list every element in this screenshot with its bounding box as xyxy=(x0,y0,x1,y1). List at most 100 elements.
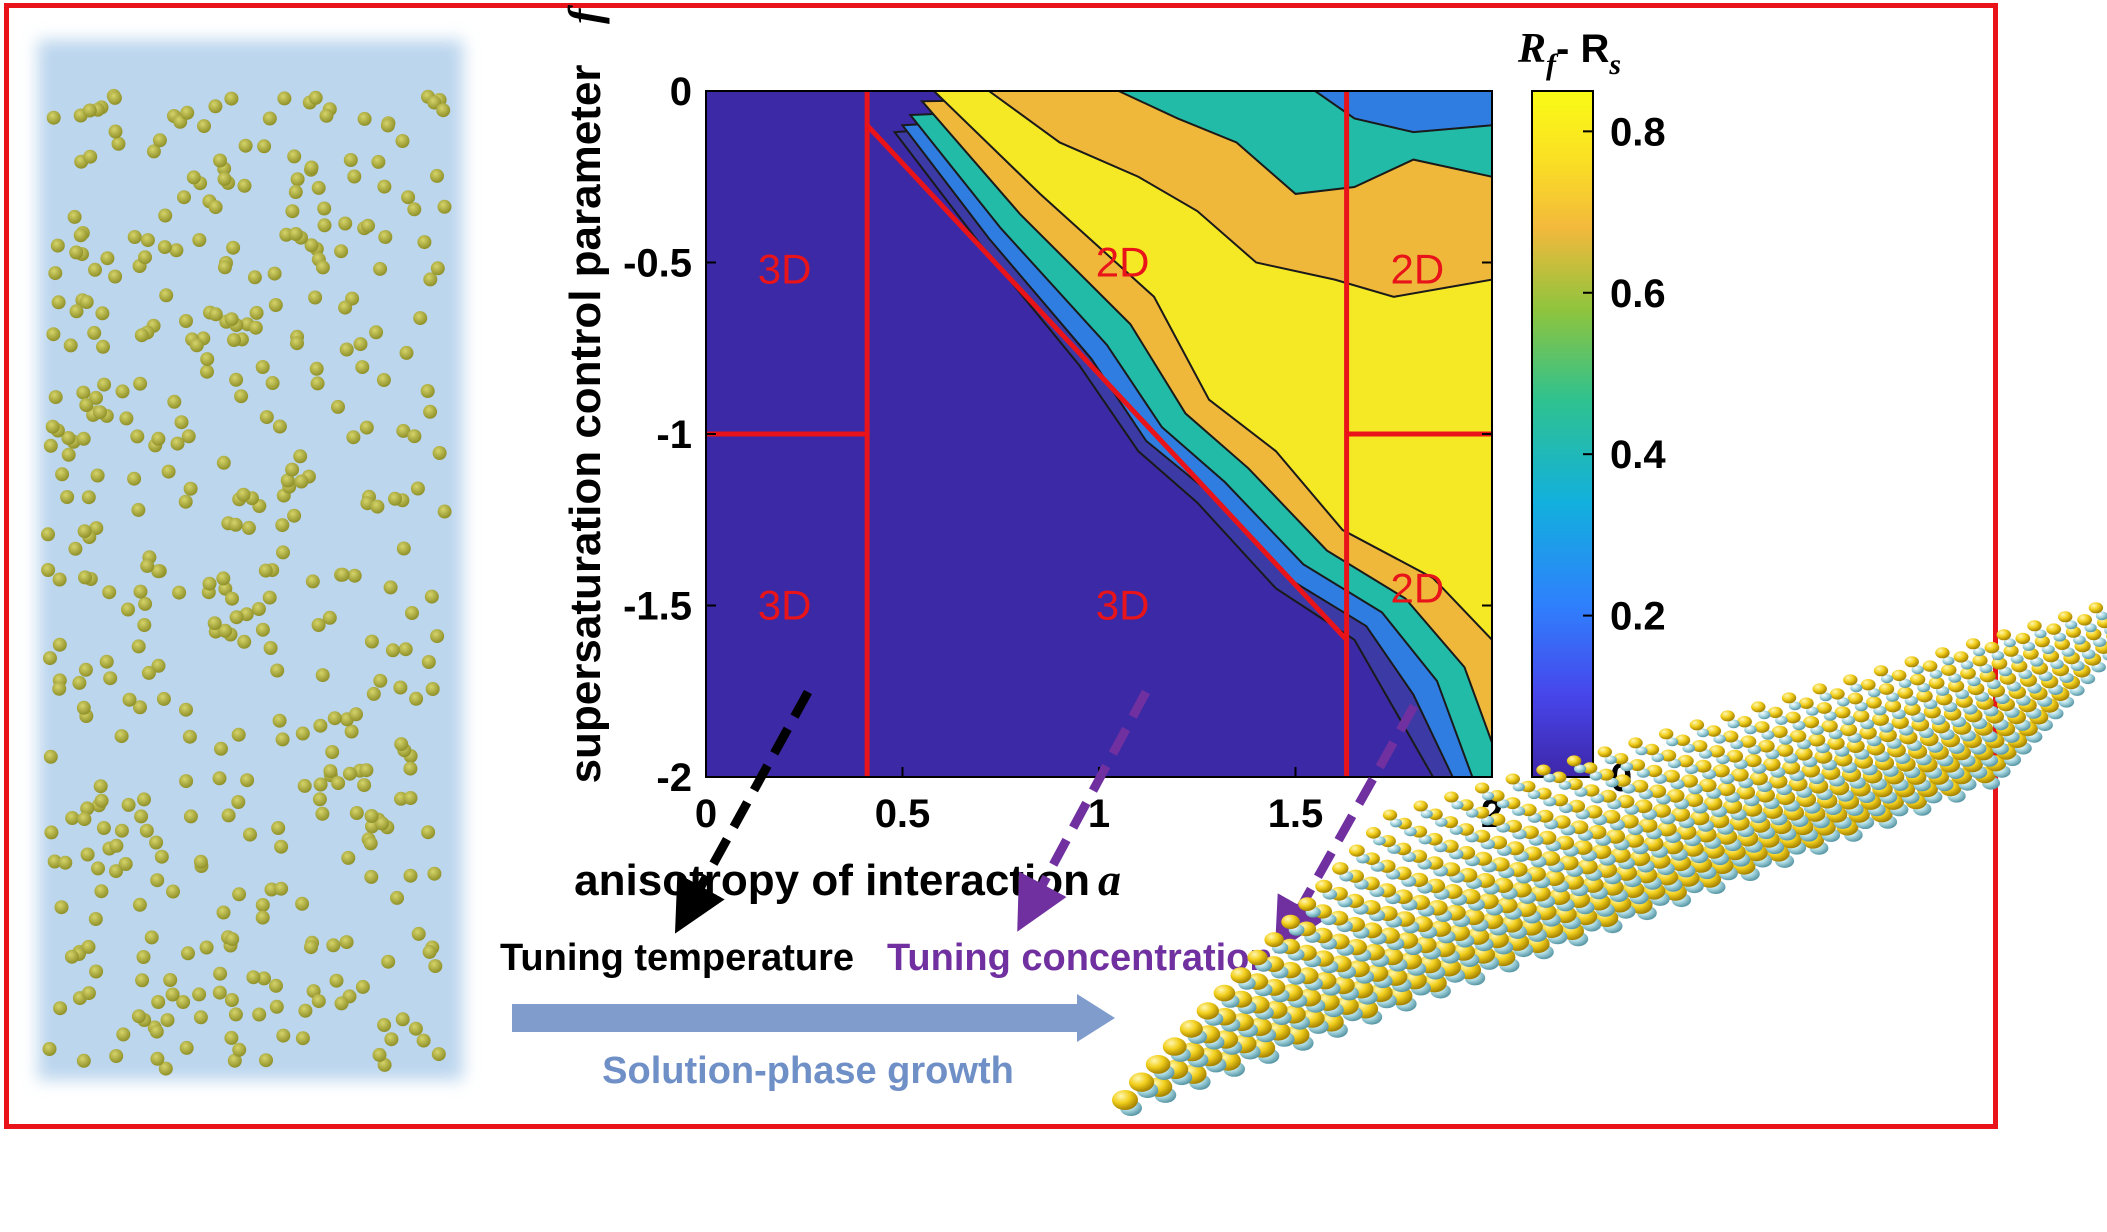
particle xyxy=(76,1053,91,1068)
particle xyxy=(341,850,356,865)
lattice-atom-gold xyxy=(1583,784,1600,797)
particle xyxy=(255,622,270,637)
particle xyxy=(116,1027,131,1042)
particle xyxy=(377,1018,392,1032)
particle xyxy=(313,777,328,792)
particle xyxy=(437,504,452,519)
lattice-atom-gold xyxy=(1776,743,1794,757)
lattice-atom-cyan xyxy=(1635,746,1648,756)
lattice-atom-gold xyxy=(1798,697,1814,709)
particle xyxy=(311,994,326,1009)
lattice-atom-gold xyxy=(1709,813,1730,829)
particle xyxy=(322,610,337,625)
growth-arrow xyxy=(512,994,1115,1042)
particle xyxy=(248,320,263,335)
particle xyxy=(89,964,104,979)
particle xyxy=(176,995,191,1009)
x-axis-symbol: a xyxy=(1098,854,1121,905)
particle xyxy=(431,1047,446,1062)
lattice-atom-gold xyxy=(1413,800,1428,812)
lattice-atom-cyan xyxy=(1589,771,1603,781)
lattice-atom-cyan xyxy=(1792,720,1806,731)
particle xyxy=(179,774,194,789)
lattice-atom-gold xyxy=(1922,660,1938,672)
lattice-atom-gold xyxy=(1866,696,1882,709)
particle xyxy=(304,238,319,253)
particle xyxy=(395,1012,410,1027)
lattice-atom-gold xyxy=(1196,1002,1220,1020)
lattice-atom-gold xyxy=(2077,614,2093,626)
particle xyxy=(165,987,180,1002)
lattice-atom-cyan xyxy=(1948,673,1962,683)
particle xyxy=(227,333,241,347)
growth-arrow-head xyxy=(1077,994,1115,1042)
particle xyxy=(263,641,278,655)
particle xyxy=(252,1007,267,1022)
particle xyxy=(363,836,378,851)
colorbar-tick-label: 0.2 xyxy=(1610,595,1666,639)
particle xyxy=(89,390,103,405)
particle xyxy=(111,136,126,151)
particle xyxy=(272,713,287,728)
lattice-atom-gold xyxy=(1941,664,1957,676)
particle xyxy=(192,987,207,1002)
lattice-atom-gold xyxy=(1598,768,1614,781)
particle-cloud xyxy=(41,88,452,1076)
particle xyxy=(77,524,92,539)
particle xyxy=(41,527,55,542)
particle xyxy=(423,272,438,287)
particle xyxy=(107,90,122,105)
particle xyxy=(160,1013,175,1028)
y-tick-label: -2 xyxy=(656,756,692,800)
particle xyxy=(338,300,353,315)
particle xyxy=(276,1028,291,1043)
particle xyxy=(241,520,256,535)
particle xyxy=(163,973,178,987)
lattice-atom-gold xyxy=(1763,757,1781,772)
colorbar-title-sub2: s xyxy=(1608,48,1621,81)
particle xyxy=(202,576,217,591)
particle xyxy=(313,718,328,733)
particle xyxy=(259,410,274,425)
lattice-atom-cyan xyxy=(1696,728,1709,738)
lattice-atom-gold xyxy=(1847,692,1864,705)
particle xyxy=(214,741,228,756)
particle xyxy=(88,912,103,926)
particle xyxy=(317,218,332,233)
particle xyxy=(357,778,372,793)
particle xyxy=(115,384,130,399)
lattice-atom-gold xyxy=(1505,773,1521,785)
lattice-atom-gold xyxy=(1666,788,1685,803)
lattice-atom-gold xyxy=(1613,753,1629,765)
particle xyxy=(95,306,110,321)
particle xyxy=(308,290,323,305)
particle xyxy=(342,766,357,781)
particle xyxy=(255,360,270,374)
particle xyxy=(207,616,222,631)
particle xyxy=(90,468,105,483)
lattice-atom-gold xyxy=(1755,787,1775,803)
lattice-atom-gold xyxy=(1708,745,1725,758)
2d-lattice-sheet xyxy=(1112,602,2107,1116)
lattice-atom-gold xyxy=(1801,763,1821,778)
x-axis-label: anisotropy of interaction xyxy=(574,856,1090,905)
particle xyxy=(410,481,425,496)
particle xyxy=(422,944,437,959)
particle xyxy=(108,124,123,139)
particle xyxy=(373,673,388,688)
lattice-atom-cyan xyxy=(1850,683,1863,693)
lattice-atom-gold xyxy=(1652,803,1672,818)
particle xyxy=(118,857,133,871)
lattice-atom-gold xyxy=(1904,656,1919,668)
particle xyxy=(425,682,440,696)
particle xyxy=(132,897,147,912)
lattice-atom-gold xyxy=(1129,1072,1155,1092)
lattice-atom-gold xyxy=(1717,782,1736,797)
particle xyxy=(177,190,191,205)
particle xyxy=(144,930,159,945)
particle xyxy=(288,227,303,241)
lattice-atom-gold xyxy=(1803,716,1820,729)
particle xyxy=(68,541,83,556)
lattice-atom-gold xyxy=(1646,764,1663,778)
particle xyxy=(61,447,76,462)
